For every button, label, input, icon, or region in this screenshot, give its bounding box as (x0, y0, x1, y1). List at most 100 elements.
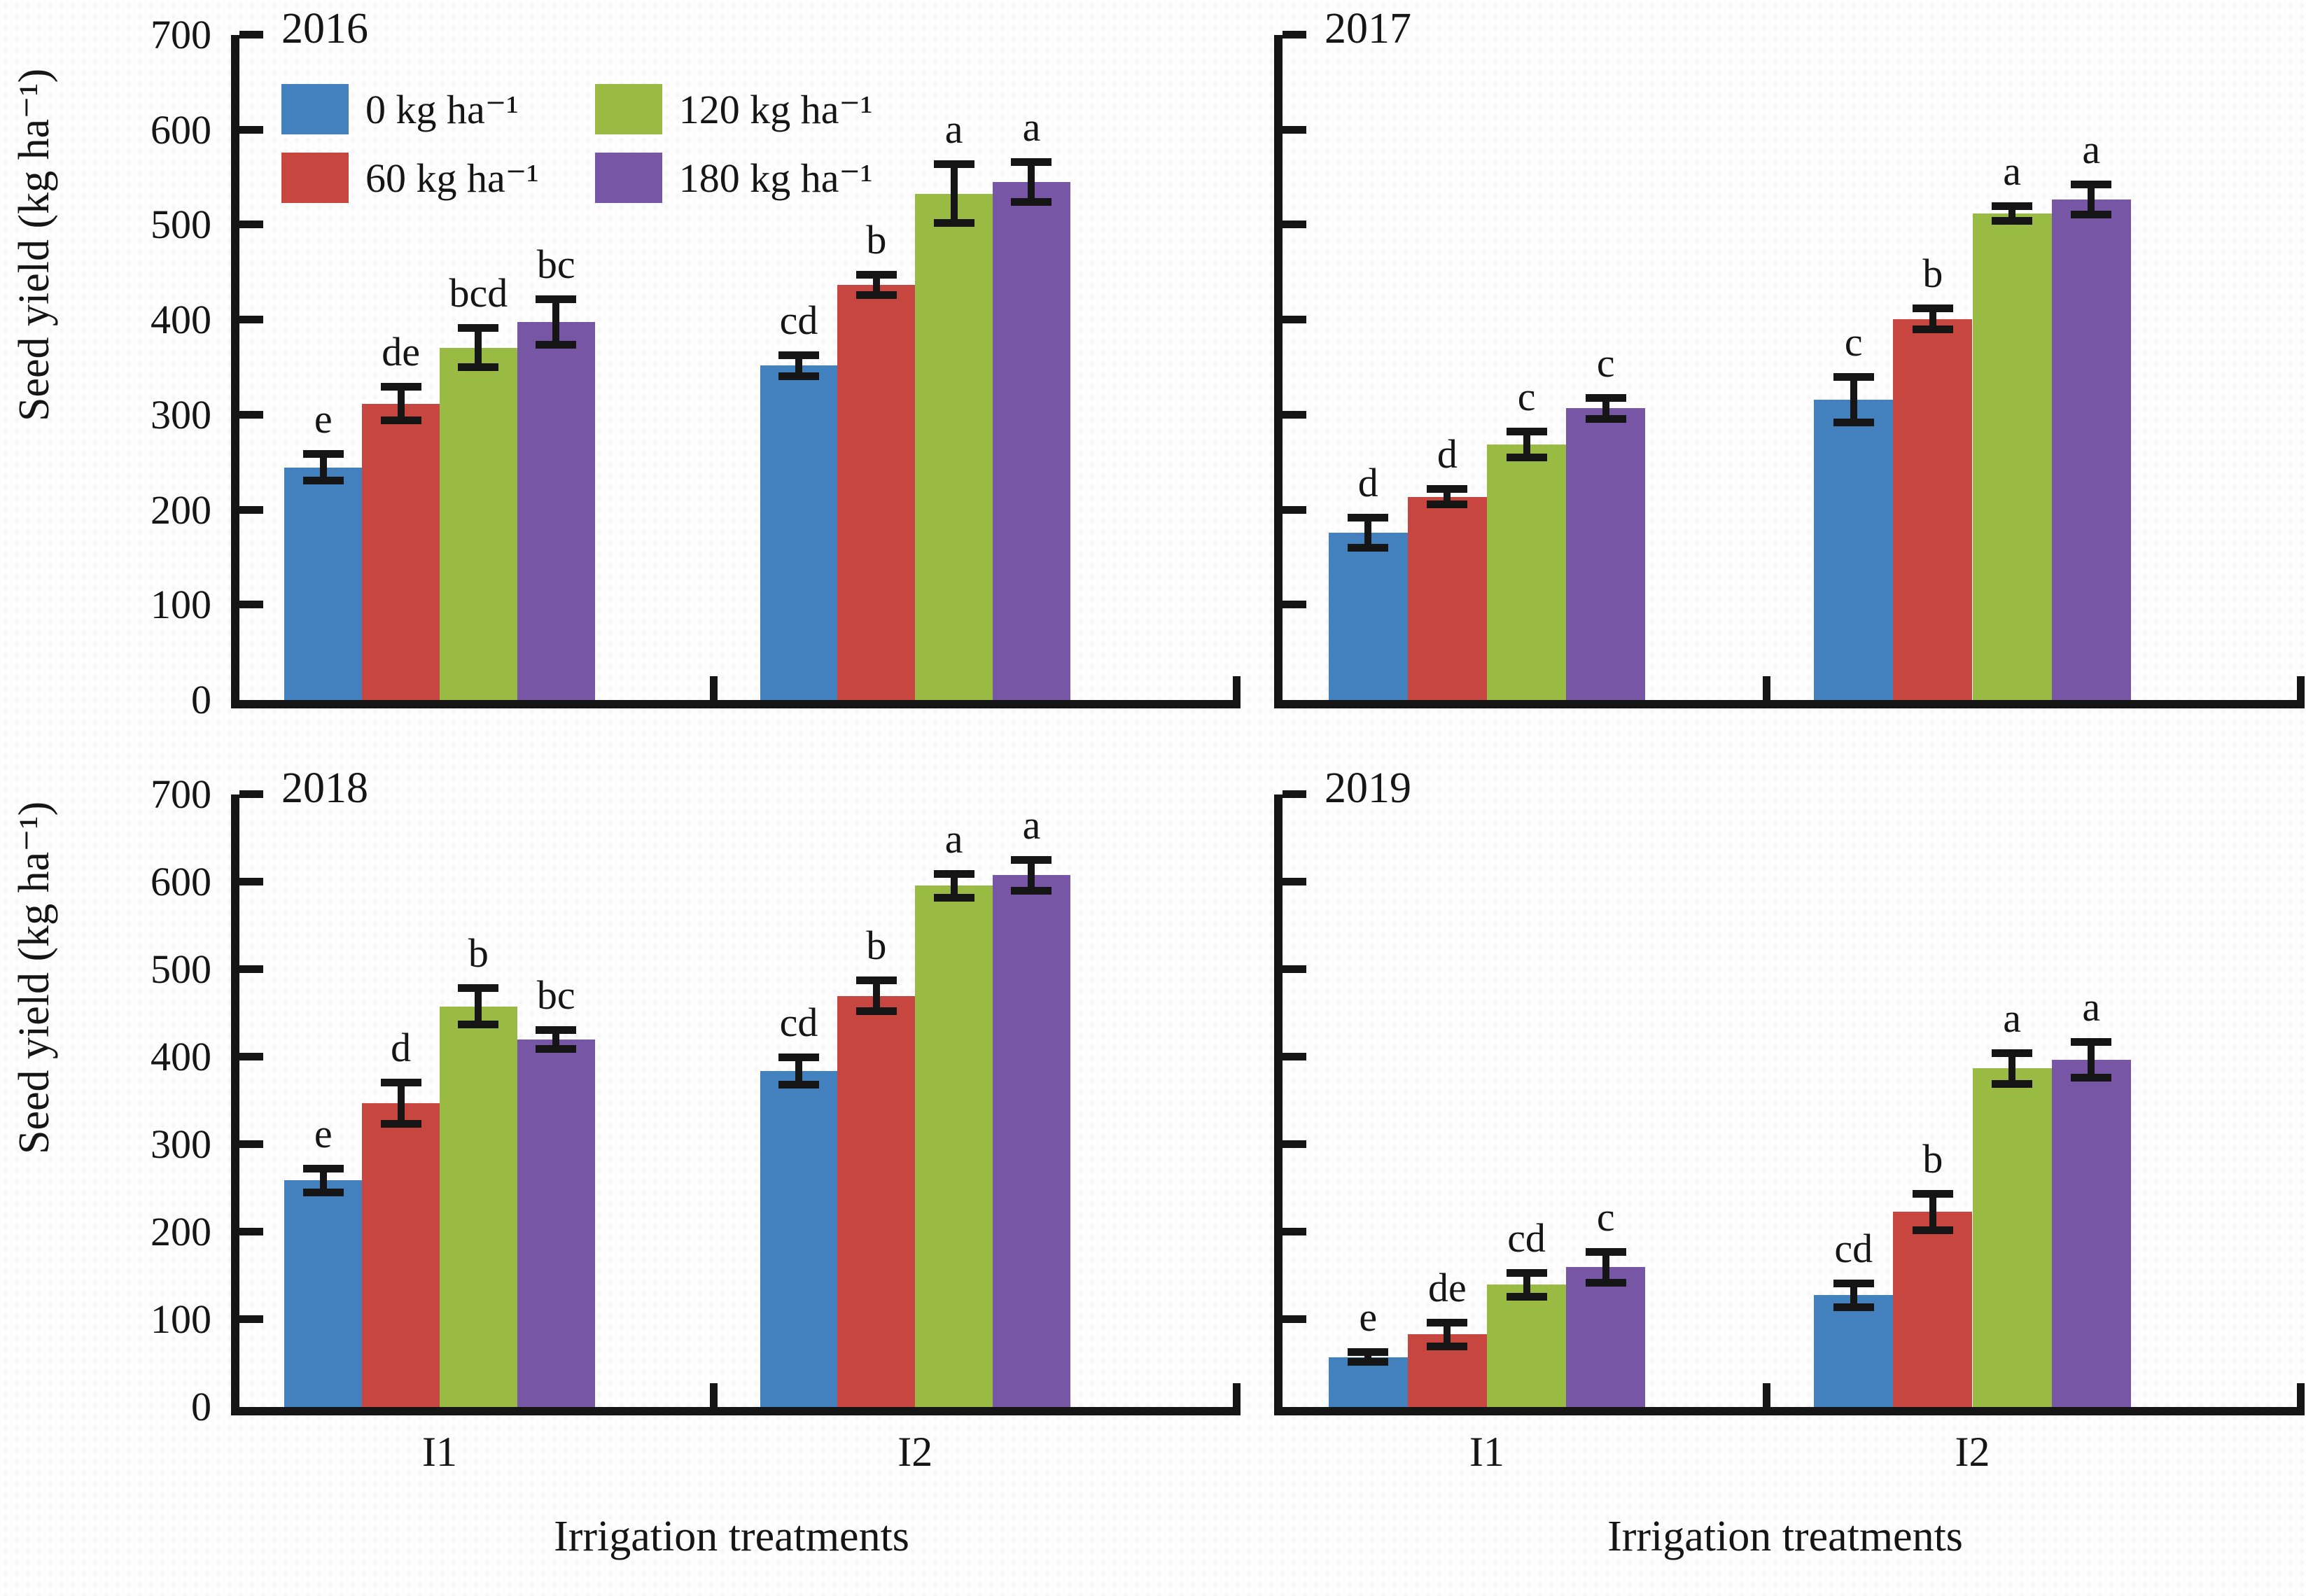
y-tick-label-500: 500 (151, 202, 211, 248)
y-tick-700 (239, 31, 263, 38)
significance-letter: a (1022, 802, 1041, 848)
y-tick-label-400: 400 (151, 297, 211, 343)
x-axis-title-right: Irrigation treatments (1607, 1513, 1963, 1560)
legend-swatch-icon (281, 153, 349, 203)
significance-letter: de (1428, 1264, 1467, 1310)
error-bar (475, 984, 482, 1028)
bar-2018-I2-120 kg ha⁻¹ (915, 886, 993, 1407)
bar-2019-I2-180 kg ha⁻¹ (2051, 1059, 2131, 1407)
error-bar (397, 382, 405, 425)
panel-title-2017: 2017 (1325, 5, 1411, 52)
x-category-label-I2: I2 (897, 1429, 933, 1475)
y-tick-200 (1283, 505, 1306, 514)
error-bar (552, 295, 560, 349)
significance-letter: d (391, 1025, 412, 1071)
y-tick-label-0: 0 (191, 1384, 211, 1429)
significance-letter: a (944, 816, 963, 862)
y-tick-label-700: 700 (151, 771, 211, 817)
y-tick-label-0: 0 (191, 677, 211, 722)
x-category-label-I1: I1 (422, 1429, 457, 1475)
y-tick-400 (239, 316, 263, 324)
bar-2017-I2-120 kg ha⁻¹ (1972, 214, 2052, 700)
panel-2017: 2017 d c d b c a c a (1274, 7, 2305, 708)
error-bar (1523, 1268, 1530, 1301)
x-tick-middle (710, 676, 718, 700)
error-bar (872, 270, 880, 300)
bar-2016-I1-0 kg ha⁻¹ (284, 467, 363, 700)
y-tick-400 (1283, 316, 1306, 324)
significance-letter: bc (536, 972, 575, 1018)
bar-2017-I1-180 kg ha⁻¹ (1566, 408, 1646, 700)
y-tick-600 (1283, 125, 1306, 134)
error-bar (2088, 180, 2095, 218)
error-bar (950, 869, 958, 902)
y-tick-label-600: 600 (151, 106, 211, 153)
error-bar (1929, 304, 1936, 334)
x-tick-end (1233, 1383, 1241, 1407)
panel-title-2019: 2019 (1325, 764, 1411, 812)
error-bar (319, 450, 327, 484)
significance-letter: e (314, 1110, 333, 1156)
significance-letter: d (1437, 431, 1458, 477)
legend-label: 60 kg ha⁻¹ (365, 155, 539, 201)
error-bar (1523, 427, 1530, 462)
bar-2019-I2-0 kg ha⁻¹ (1814, 1295, 1894, 1407)
bar-2018-I1-120 kg ha⁻¹ (440, 1006, 517, 1407)
y-tick-300 (1283, 1140, 1306, 1148)
error-bar (950, 160, 958, 227)
bar-2016-I2-180 kg ha⁻¹ (993, 182, 1070, 700)
y-tick-label-200: 200 (151, 1209, 211, 1254)
significance-letter: c (1517, 373, 1536, 419)
significance-letter: b (866, 216, 887, 262)
y-tick-label-300: 300 (151, 1121, 211, 1167)
x-tick-end (1233, 676, 1241, 700)
y-tick-400 (239, 1053, 263, 1061)
y-tick-200 (1283, 1228, 1306, 1236)
y-tick-300 (1283, 410, 1306, 419)
bar-2019-I1-120 kg ha⁻¹ (1487, 1284, 1567, 1407)
y-tick-label-500: 500 (151, 946, 211, 992)
legend-item: 120 kg ha⁻¹ (594, 84, 873, 134)
error-bar (319, 1164, 327, 1196)
y-tick-label-300: 300 (151, 391, 211, 438)
bar-2019-I2-60 kg ha⁻¹ (1893, 1212, 1973, 1407)
significance-letter: cd (779, 1000, 818, 1045)
significance-letter: c (1596, 340, 1615, 386)
bar-2018-I2-60 kg ha⁻¹ (837, 995, 916, 1407)
significance-letter: a (2082, 983, 2101, 1030)
error-bar (1444, 485, 1451, 508)
y-tick-100 (239, 601, 263, 609)
legend-item: 180 kg ha⁻¹ (594, 153, 873, 203)
error-bar (2008, 202, 2016, 225)
bar-2018-I1-60 kg ha⁻¹ (362, 1103, 440, 1407)
y-tick-700 (239, 790, 263, 798)
bar-2017-I1-0 kg ha⁻¹ (1328, 533, 1408, 700)
panel-2019: 2019 e cd de b cd a c a I1 I2 (1274, 766, 2305, 1475)
significance-letter: bc (536, 241, 575, 287)
significance-letter: b (1922, 1136, 1943, 1182)
panel-title-2016: 2016 (281, 5, 368, 52)
y-tick-label-100: 100 (151, 1296, 211, 1342)
x-tick-middle (1763, 676, 1771, 700)
legend-label: 0 kg ha⁻¹ (365, 87, 519, 132)
error-bar (397, 1079, 405, 1128)
bar-2016-I2-60 kg ha⁻¹ (837, 284, 916, 700)
bar-2016-I1-180 kg ha⁻¹ (517, 321, 595, 700)
panel-title-2018: 2018 (281, 764, 368, 812)
significance-letter: bcd (449, 270, 508, 316)
error-bar (1850, 1279, 1857, 1311)
y-tick-500 (1283, 220, 1306, 229)
panel-2018: 0 100 200 300 400 500 600 700 2018 e cd d b b a bc a I1 I2 (151, 766, 1241, 1475)
panel-2016: 0 100 200 300 400 500 600 700 2016 0 kg ha⁻¹ 60 kg… (151, 7, 1241, 722)
bar-2018-I1-180 kg ha⁻¹ (517, 1040, 595, 1407)
error-bar (1602, 1247, 1609, 1287)
significance-letter: a (2003, 148, 2021, 194)
legend-item: 0 kg ha⁻¹ (281, 84, 539, 134)
error-bar (1444, 1318, 1451, 1350)
error-bar (872, 976, 880, 1015)
y-tick-700 (1283, 31, 1306, 38)
legend-swatch-icon (594, 153, 662, 203)
x-category-label-I2: I2 (1955, 1429, 1990, 1475)
y-tick-100 (1283, 1315, 1306, 1324)
error-bar (1364, 514, 1372, 552)
